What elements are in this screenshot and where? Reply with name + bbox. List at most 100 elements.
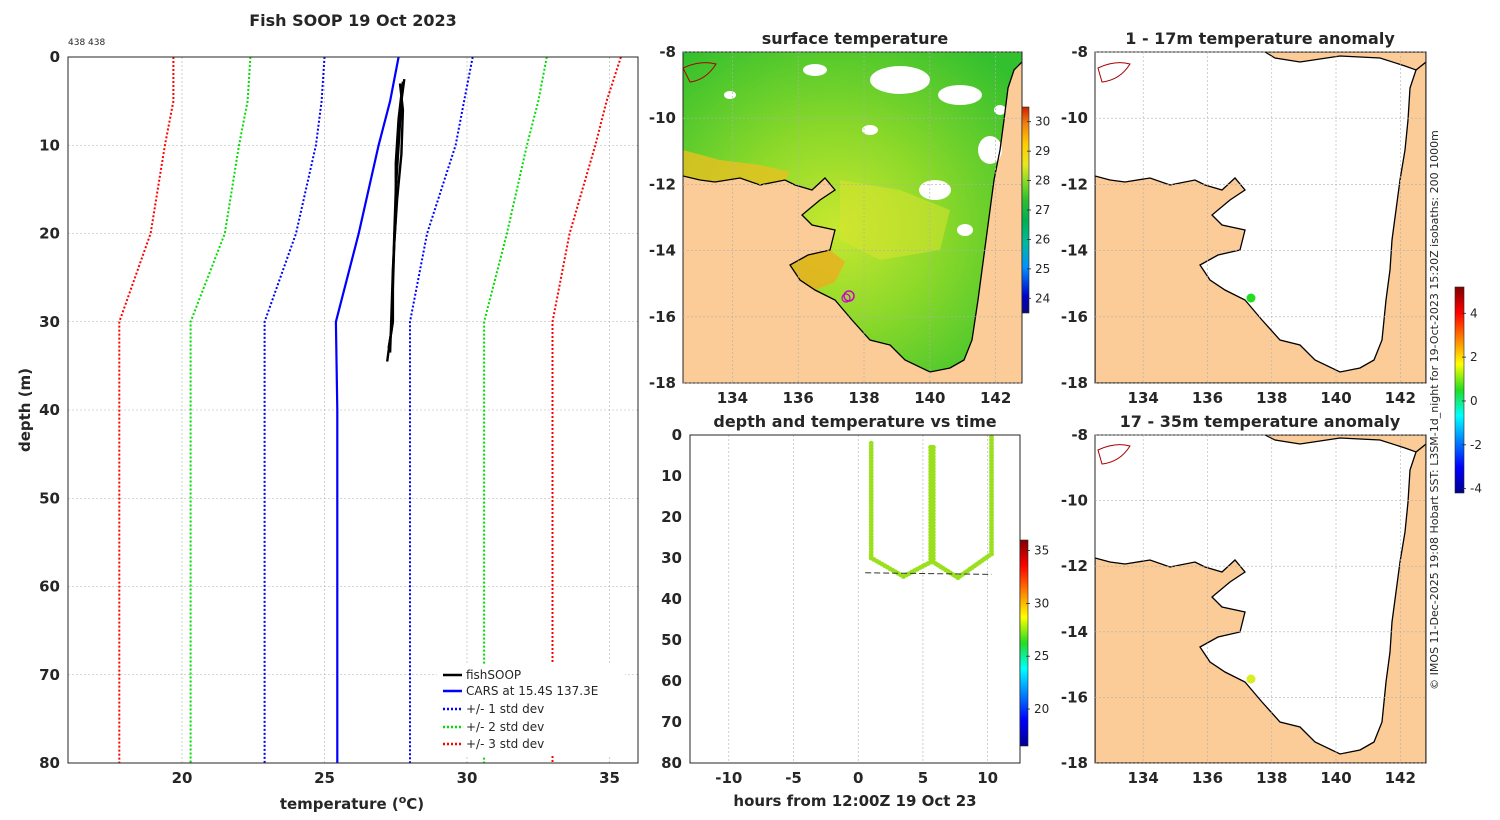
- depth-time-ytick: 70: [661, 713, 682, 731]
- profile-ytick: 40: [39, 401, 60, 419]
- sst-map-area: [683, 52, 1022, 383]
- sst-ytick: -8: [659, 43, 676, 61]
- sst-map: surface temperature: [649, 29, 1050, 407]
- anom1-xtick: 140: [1320, 389, 1351, 407]
- sst-coastline: [683, 61, 1022, 373]
- sst-river: [683, 62, 717, 83]
- std-line-upper: [551, 56, 622, 763]
- sst-xtick: 142: [980, 389, 1011, 407]
- legend-label-std3: +/- 3 std dev: [466, 737, 544, 751]
- depth-time-xtick: 10: [977, 769, 998, 787]
- anom1-ytick: -18: [1061, 374, 1088, 392]
- anom1-ticks: 134 136 138 140 142 -8 -10 -12 -14 -16 -18: [1061, 43, 1426, 407]
- profile-ytick: 0: [50, 48, 60, 66]
- depth-time-ytick: 10: [661, 467, 682, 485]
- std-line-lower: [189, 56, 252, 763]
- profile-ytick: 20: [39, 225, 60, 243]
- sst-colorbar-ticks: 24 25 26 27 28 29 30: [1027, 115, 1050, 305]
- std-line-upper: [483, 56, 548, 763]
- profile-ticks: 20 25 30 35 0 10 20 30 40 50 60 70 80: [39, 48, 620, 787]
- cars-mean-line: [334, 56, 400, 763]
- depth-time-chart: depth and temperature vs time -10 -5 0 5 10 0…: [661, 412, 1049, 810]
- std-line-lower: [118, 57, 175, 763]
- depth-time-colorbar-ticks: 20 25 30 35: [1026, 544, 1049, 716]
- sst-xtick: 140: [914, 389, 945, 407]
- anom2-ytick: -14: [1061, 623, 1088, 641]
- legend-label-std1: +/- 1 std dev: [466, 702, 544, 716]
- profile-ytick: 10: [39, 136, 60, 154]
- profile-lines: [118, 56, 622, 763]
- sst-ytick: -10: [649, 109, 676, 127]
- depth-time-xlabel: hours from 12:00Z 19 Oct 23: [733, 792, 976, 810]
- depth-time-ticks: -10 -5 0 5 10 0 10 20 30 40 50 60 70 80: [661, 426, 998, 787]
- depth-time-points: [865, 434, 994, 581]
- depth-time-ytick: 60: [661, 672, 682, 690]
- anom1-xtick: 138: [1256, 389, 1287, 407]
- depth-time-xtick: -10: [715, 769, 742, 787]
- anom1-ytick: -16: [1061, 308, 1088, 326]
- profile-ytick: 60: [39, 578, 60, 596]
- anom2-land-south: [1095, 443, 1426, 763]
- depth-time-xtick: 0: [853, 769, 863, 787]
- profile-xlabel: temperature (oC): [280, 793, 424, 813]
- profile-xtick: 30: [457, 769, 478, 787]
- depth-time-colorbar: [1019, 539, 1029, 747]
- anom-cbtick-label: -2: [1470, 438, 1482, 452]
- sst-cloud-gaps: [724, 64, 1006, 236]
- depth-time-axes-box: [689, 434, 1021, 764]
- anom2-ticks: 134 136 138 140 142 -8 -10 -12 -14 -16 -18: [1061, 426, 1426, 787]
- sst-xtick: 136: [783, 389, 814, 407]
- main-title: Fish SOOP 19 Oct 2023: [249, 11, 457, 30]
- anom2-map-area: [1095, 435, 1426, 763]
- depth-time-cbtick-label: 35: [1034, 544, 1049, 558]
- profile-xtick: 35: [599, 769, 620, 787]
- depth-time-ytick: 20: [661, 508, 682, 526]
- anom1-cast-point: [1246, 293, 1256, 303]
- anom1-xtick: 142: [1385, 389, 1416, 407]
- anom-cbtick-label: 0: [1470, 394, 1478, 408]
- sst-xtick: 134: [717, 389, 748, 407]
- sst-warm-north: [683, 150, 790, 185]
- anom1-river: [1097, 62, 1131, 83]
- anom1-land-south: [1095, 61, 1426, 383]
- anom2-cast-point: [1246, 674, 1256, 684]
- anom-cbtick-label: 2: [1470, 350, 1478, 364]
- anomaly-map-17-35: 17 - 35m temperature anomaly 134 136 138 14…: [1061, 286, 1482, 787]
- sst-title: surface temperature: [762, 29, 949, 48]
- profile-ylabel: depth (m): [16, 368, 34, 452]
- sst-cbtick-label: 27: [1035, 203, 1050, 217]
- depth-time-cbtick-label: 25: [1034, 649, 1049, 663]
- fish-cast-line: [388, 81, 405, 353]
- legend-label-std2: +/- 2 std dev: [466, 720, 544, 734]
- anom2-land-north: [1264, 435, 1426, 453]
- anom1-land-north: [1263, 52, 1426, 71]
- depth-time-xtick: -5: [785, 769, 802, 787]
- anom2-xtick: 142: [1385, 769, 1416, 787]
- anom1-xtick: 136: [1192, 389, 1223, 407]
- anom2-xtick: 136: [1192, 769, 1223, 787]
- depth-time-title: depth and temperature vs time: [713, 412, 996, 431]
- profile-ytick: 70: [39, 666, 60, 684]
- id-label: 438 438: [68, 38, 105, 48]
- anom2-ytick: -16: [1061, 688, 1088, 706]
- profile-xtick: 20: [172, 769, 193, 787]
- anom2-xtick: 140: [1320, 769, 1351, 787]
- anom1-ytick: -14: [1061, 242, 1088, 260]
- anom2-ytick: -8: [1071, 426, 1088, 444]
- max-depth-line: [865, 572, 992, 575]
- anom1-map-area: [1095, 52, 1426, 383]
- side-note: © IMOS 11-Dec-2025 19:08 Hobart SST: L3S…: [1428, 130, 1441, 690]
- profile-axes-box: [67, 56, 639, 764]
- anomaly-colorbar-ticks: -4 -2 0 2 4: [1462, 306, 1482, 496]
- anom1-xtick: 134: [1128, 389, 1159, 407]
- anom2-ytick: -10: [1061, 492, 1088, 510]
- anom1-ytick: -8: [1071, 43, 1088, 61]
- sst-ytick: -16: [649, 308, 676, 326]
- depth-time-ytick: 0: [672, 426, 682, 444]
- anomaly-colorbar: [1454, 286, 1465, 494]
- sst-ytick: -14: [649, 242, 676, 260]
- sst-cbtick-label: 28: [1035, 174, 1050, 188]
- profile-ytick: 80: [39, 754, 60, 772]
- sst-cast-marker-2: [841, 293, 851, 303]
